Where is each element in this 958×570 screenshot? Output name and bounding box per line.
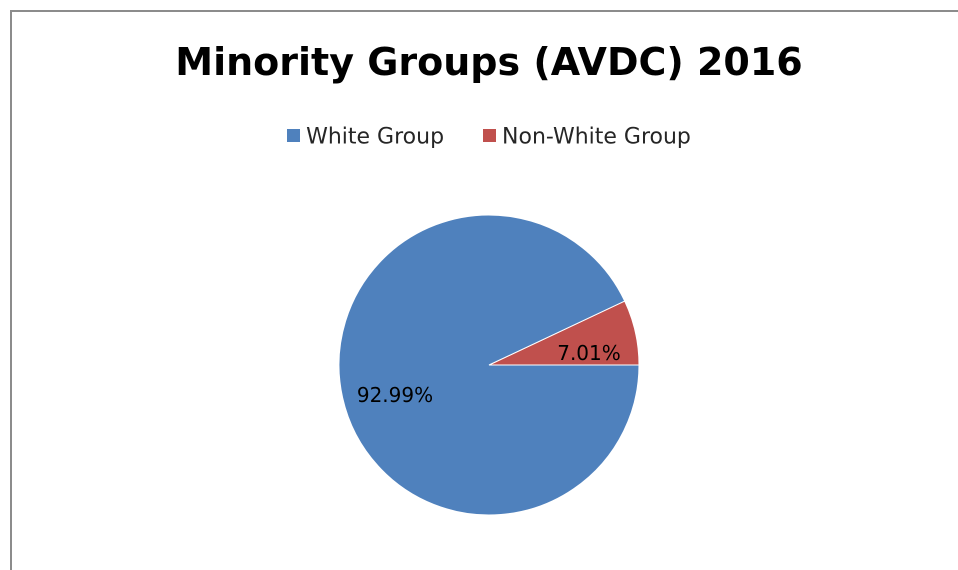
legend-swatch-non-white-group — [483, 128, 497, 142]
legend-swatch-white-group — [287, 128, 301, 142]
data-label-white-group: 92.99% — [357, 383, 433, 407]
legend-item-white-group: White Group — [287, 124, 444, 150]
legend-item-non-white-group: Non-White Group — [483, 124, 691, 150]
chart-legend: White Group Non-White Group — [0, 124, 958, 150]
data-label-non-white-group: 7.01% — [557, 341, 621, 365]
legend-label-non-white-group: Non-White Group — [502, 124, 691, 150]
legend-label-white-group: White Group — [306, 124, 445, 150]
chart-title: Minority Groups (AVDC) 2016 — [175, 40, 803, 84]
pie-slice-white-group — [338, 214, 640, 516]
